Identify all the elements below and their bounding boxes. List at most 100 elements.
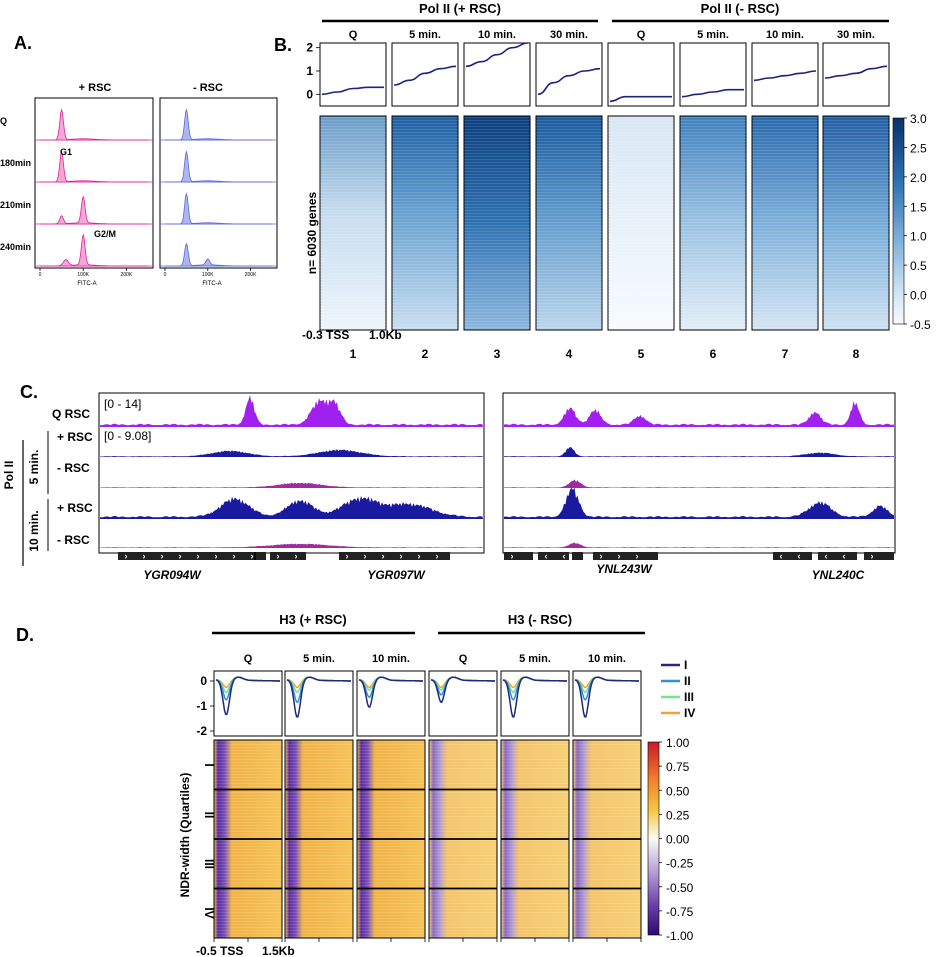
panel-c-gene-arrow: › [382,551,385,561]
panel-d-colorbar-label: 0.50 [666,784,690,798]
panel-a-col-plus: + RSC [79,82,112,94]
panel-d-heatmap-texture [357,740,425,790]
panel-d-profile-line-i [430,676,495,704]
panel-b-y-tick-label: 0 [306,87,313,101]
panel-c-gene-block-9 [818,552,857,560]
panel-a-x-tick-label: 100K [202,272,214,278]
panel-b-colorbar-label: 2.5 [910,141,927,155]
panel-d-side-label: NDR-width (Quartiles) [178,773,192,898]
panel-d-profile-line-i [574,676,639,718]
panel-b-col-label-1: Q [349,29,358,41]
panel-b-y-tick-label: 1 [306,64,313,78]
panel-b-colorbar [892,117,905,325]
panel-b-col-label-8: 30 min. [837,29,875,41]
panel-c-track-label-10min-minus-rsc: - RSC [57,533,90,547]
panel-a-x-tick-label: 0 [164,272,167,278]
panel-c-gene-arrow: › [215,551,218,561]
panel-a-x-label: FITC-A [77,281,96,287]
panel-c-gene-block-1 [118,552,266,560]
panel-b-profile-line-4 [537,67,601,96]
panel-d-heatmap-texture [285,839,353,889]
panel-d-y-tick-label: -1 [196,699,207,713]
panel-d-quartile-label-i: I [202,763,216,766]
panel-c-gene-label-ygr097w: YGR097W [367,568,426,582]
panel-c-track-right-10min-minus-rsc [504,542,894,548]
panel-c-gene-label-ygr094w: YGR094W [143,568,202,582]
panel-a-label: A. [14,33,32,53]
panel-d-colorbar-label: -1.00 [666,929,694,943]
panel-d-group-plus: H3 (+ RSC) [279,612,347,627]
panel-c-time-10min: 10 min. [27,510,41,551]
panel-b-y-tick-label: 2 [306,41,313,55]
panel-d-label: D. [16,625,34,645]
panel-d-group-minus: H3 (- RSC) [508,612,572,627]
panel-d-colorbar-label: -0.75 [666,905,694,919]
panel-b-label: B. [274,35,292,55]
panel-d-heatmap-texture [501,839,569,889]
panel-c-gene-label-ynl240c: YNL240C [812,568,865,582]
panel-d-heatmap-texture [285,740,353,790]
panel-d-profile-line-i [502,676,567,718]
panel-a-x-tick-label: 200K [245,272,257,278]
panel-c-track-right-q-rsc [504,401,894,427]
panel-b-x-left: -0.3 TSS [302,328,349,342]
panel-b-col-label-2: 5 min. [409,29,441,41]
panel-d-legend-label-iv: IV [684,706,695,720]
panel-b-heatmap-texture-5 [608,116,674,330]
panel-b-profile-line-7 [753,70,817,82]
panel-c-track-label-5min-plus-rsc: + RSC [57,430,93,444]
panel-c-gene-arrow: › [277,551,280,561]
panel-c-gene-arrow: › [511,551,514,561]
panel-d-profile-line-i [286,676,351,718]
panel-b-colorbar-label: 1.5 [910,200,927,214]
panel-a-x-label: FITC-A [202,281,221,287]
panel-c-gene-arrow: › [197,551,200,561]
panel-d-y-tick-label: 0 [200,674,207,688]
panel-b-heatmap-texture-6 [680,116,746,330]
panel-c-gene-arrow: ‹ [825,551,828,561]
panel-c-track-label-q-rsc: Q RSC [52,407,90,421]
panel-d-colorbar-label: 0.75 [666,760,690,774]
panel-c-gene-block-4 [504,552,533,560]
panel-a-x-tick-label: 200K [121,272,133,278]
panel-d-heatmap-texture [501,888,569,938]
panel-d-heatmap-texture [501,740,569,790]
panel-b-group-minus: Pol II (- RSC) [701,1,780,16]
histogram-minus-210min [165,192,272,225]
panel-d-col-label-3: 10 min. [372,653,410,665]
panel-d-col-label-4: Q [459,653,468,665]
panel-d-col-label-2: 5 min. [303,653,335,665]
panel-c-gene-arrow: › [600,551,603,561]
panel-c-track-left-5min-minus-rsc [100,482,483,488]
panel-d-profile-frame-5 [500,670,570,737]
panel-a-minus-frame [159,97,278,269]
panel-c-gene-arrow: › [871,551,874,561]
panel-b-profile-frame-3 [463,42,531,107]
panel-c-gene-arrow: › [143,551,146,561]
panel-c-track-right-10min-plus-rsc [504,487,894,519]
panel-d-heatmap-texture [429,839,497,889]
panel-d-heatmap-texture [285,888,353,938]
panel-b-profile-line-1 [321,86,384,96]
panel-b-number-6: 6 [710,347,717,361]
panel-b-heatmap-texture-1 [320,116,386,330]
panel-b-colorbar-label: 0.5 [910,259,927,273]
panel-c-gene-label-ynl243w: YNL243W [596,562,653,576]
histogram-minus-180min [165,150,272,183]
panel-b-profile-frame-2 [391,42,459,107]
panel-b-number-8: 8 [853,347,860,361]
panel-c-gene-arrow: › [364,551,367,561]
panel-d-heatmap-texture [214,888,282,938]
panel-d-heatmap-texture [429,888,497,938]
panel-b-heatmap-texture-7 [752,116,818,330]
panel-d-heatmap-texture [285,789,353,839]
panel-b-profile-line-2 [393,65,457,86]
histogram-minus-q [165,108,272,141]
panel-c-gene-arrow: › [636,551,639,561]
panel-b-colorbar-label: -0.5 [910,318,931,332]
panel-c-left-frame [98,392,485,554]
panel-a-row-label-210min: 210min [0,200,31,210]
panel-c-gene-arrow: › [346,551,349,561]
histogram-minus-240min [165,242,272,267]
panel-c-gene-arrow: › [618,551,621,561]
